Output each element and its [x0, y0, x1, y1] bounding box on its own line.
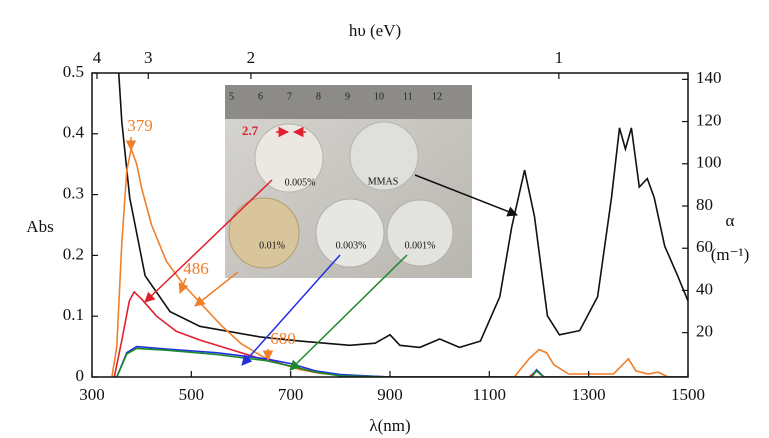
y2-tick-label: 20 [696, 322, 713, 341]
ruler-label: 11 [403, 91, 413, 102]
arrows [125, 126, 518, 371]
sample-disc [315, 198, 385, 268]
sample-label: 0.005% [285, 177, 316, 188]
series-line [117, 73, 688, 349]
top-tick-label: 2 [247, 48, 256, 67]
y-tick-label: 0 [76, 366, 85, 385]
ruler-label: 9 [345, 91, 350, 102]
sample-label: MMAS [368, 176, 399, 187]
top-tick-label: 4 [93, 48, 102, 67]
plot-lines [111, 73, 688, 377]
x-tick-label: 1300 [572, 385, 606, 404]
y-tick-label: 0.3 [63, 184, 84, 203]
y-axis-label: Abs [26, 217, 53, 236]
ruler-label: 5 [229, 91, 234, 102]
x-axis-label: λ(nm) [369, 416, 410, 435]
x-tick-label: 500 [179, 385, 205, 404]
y2-tick-label: 60 [696, 237, 713, 256]
ruler [225, 85, 472, 119]
top-axis-label: hυ (eV) [349, 21, 401, 40]
top-tick-label: 3 [144, 48, 153, 67]
x-tick-label: 1500 [671, 385, 705, 404]
ruler-label: 6 [258, 91, 263, 102]
annotation: 486 [183, 259, 209, 278]
series-line [116, 347, 688, 377]
arrow [178, 277, 189, 294]
ruler-label: 8 [316, 91, 321, 102]
sample-disc [228, 197, 300, 269]
y2-tick-label: 40 [696, 279, 713, 298]
top-tick-label: 1 [555, 48, 564, 67]
ruler-label: 10 [374, 91, 384, 102]
sample-disc [349, 121, 419, 191]
x-tick-label: 300 [79, 385, 105, 404]
sample-label: 0.003% [336, 240, 367, 251]
sample-label: 0.001% [405, 240, 436, 251]
ruler-label: 12 [432, 91, 442, 102]
y-tick-label: 0.2 [63, 244, 84, 263]
y-tick-label: 0.5 [63, 62, 84, 81]
sample-label: 0.01% [259, 240, 285, 251]
y2-tick-label: 140 [696, 68, 722, 87]
arrow [144, 179, 273, 303]
y2-tick-label: 120 [696, 110, 722, 129]
x-tick-label: 900 [377, 385, 403, 404]
ruler-label: 7 [287, 91, 292, 102]
annotation: 379 [127, 116, 153, 135]
arrow [414, 174, 518, 217]
arrow [241, 254, 341, 366]
annotation: 680 [270, 329, 296, 348]
sample-disc [386, 199, 454, 267]
gap-label: 2.7 [242, 123, 259, 138]
series-line [116, 345, 688, 377]
arrow [194, 271, 239, 307]
y-tick-label: 0.1 [63, 305, 84, 324]
y-tick-label: 0.4 [63, 123, 85, 142]
series-line [113, 290, 688, 377]
y2-axis-unit: (m⁻¹) [711, 245, 750, 264]
inset-photo: 5 6 7 8 9 10 11 12 0.005% MMAS 0.01% 0.003% 0.001% [225, 85, 472, 278]
sample-disc [254, 123, 324, 193]
y2-axis-label: α [726, 211, 735, 230]
x-tick-label: 1100 [473, 385, 506, 404]
x-tick-label: 700 [278, 385, 304, 404]
y2-tick-label: 80 [696, 195, 713, 214]
arrow [289, 254, 408, 371]
y2-tick-label: 100 [696, 153, 722, 172]
